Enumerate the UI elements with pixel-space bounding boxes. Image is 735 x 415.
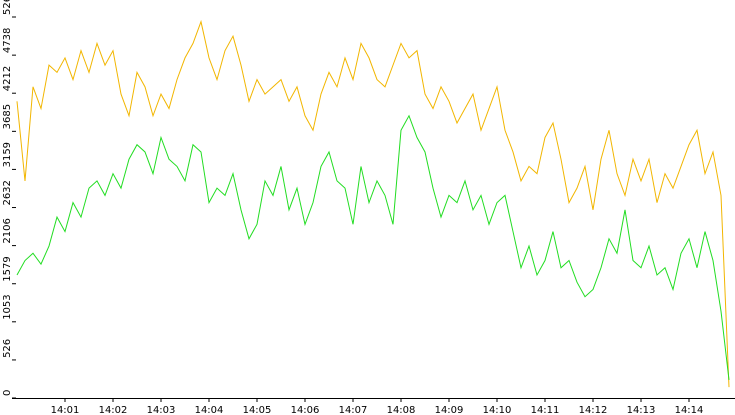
x-tick-label: 14:09 xyxy=(435,405,464,415)
y-tick-label: 2106 xyxy=(2,218,13,243)
y-tick-label: 2632 xyxy=(2,180,13,205)
line-series xyxy=(16,114,730,380)
x-tick-label: 14:02 xyxy=(99,405,128,415)
x-tick-label: 14:11 xyxy=(531,405,560,415)
x-tick-label: 14:04 xyxy=(195,405,224,415)
y-tick-label: 0 xyxy=(2,390,13,396)
x-tick-label: 14:13 xyxy=(627,405,656,415)
y-tick-label: 3685 xyxy=(2,104,13,129)
y-tick-label: 526 xyxy=(2,339,13,358)
x-tick-label: 14:08 xyxy=(387,405,416,415)
y-tick-label: 1053 xyxy=(2,294,13,319)
y-tick-label: 1579 xyxy=(2,256,13,281)
line-series xyxy=(16,19,730,388)
x-tick-label: 14:06 xyxy=(291,405,320,415)
x-tick-label: 14:05 xyxy=(243,405,272,415)
y-tick-label: 4738 xyxy=(2,28,13,53)
y-tick-label: 5265 xyxy=(2,0,13,15)
x-tick-label: 14:03 xyxy=(147,405,176,415)
x-tick-label: 14:07 xyxy=(339,405,368,415)
y-tick-label: 3159 xyxy=(2,142,13,167)
x-tick-label: 14:10 xyxy=(483,405,512,415)
x-tick-label: 14:14 xyxy=(675,405,704,415)
x-tick-label: 14:01 xyxy=(51,405,80,415)
y-tick-label: 4212 xyxy=(2,66,13,91)
x-tick-label: 14:12 xyxy=(579,405,608,415)
